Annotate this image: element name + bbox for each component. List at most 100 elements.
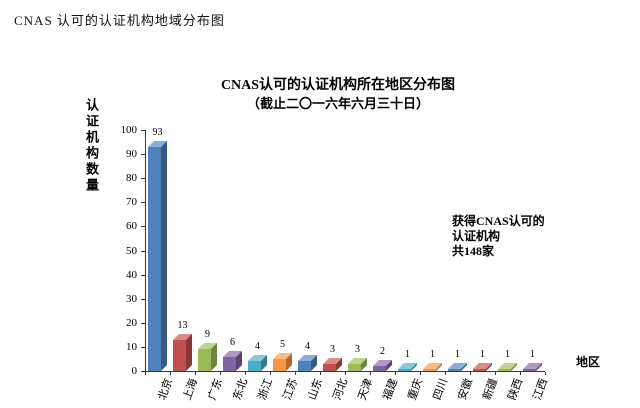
y-axis-tick-mark [141,275,145,276]
bar-side-face [511,363,517,371]
y-axis-tick-label: 30 [126,293,137,305]
bar-value-label: 4 [305,341,310,352]
bar-front-face [498,369,511,371]
x-axis-tick-mark [320,372,321,375]
y-axis-tick-mark [141,371,145,372]
bar-value-label: 5 [280,339,285,350]
y-axis-tick-mark [141,251,145,252]
bar [223,351,242,371]
bar-value-label: 4 [255,341,260,352]
bar-side-face [211,343,217,371]
bar [273,353,292,371]
x-axis-tick-mark [270,372,271,375]
bar-front-face [323,364,336,371]
page-heading: CNAS 认可的认证机构地域分布图 [14,13,225,28]
bar-top-face [398,363,417,369]
x-axis-tick-mark [345,372,346,375]
bar-top-face [448,363,467,369]
bar [398,363,417,371]
y-axis-tick-mark [141,323,145,324]
chart: CNAS认可的认证机构所在地区分布图 （截止二〇一六年六月三十日） 认证机构数量… [68,58,628,406]
bar-side-face [336,358,342,371]
x-axis-line [145,371,545,372]
bar-value-label: 9 [205,329,210,340]
chart-annotation: 获得CNAS认可的 认证机构 共148家 [452,214,582,259]
bar-top-face [423,363,442,369]
y-axis-tick-mark [141,154,145,155]
bar [323,358,342,371]
chart-plot: 0 10 20 30 40 50 60 70 80 90 100 93 北京 13 上海 9 广东 6 东北 4 浙江 5… [68,58,628,406]
bar [173,334,192,371]
bar-side-face [286,353,292,371]
x-axis-tick-mark [420,372,421,375]
y-axis-tick-label: 20 [126,317,137,329]
y-axis-tick-label: 50 [126,245,137,257]
bar-side-face [536,363,542,371]
bar-value-label: 1 [405,349,410,360]
bar-top-face [148,141,167,147]
bar-side-face [311,355,317,371]
x-axis-tick-mark [245,372,246,375]
chart-title: CNAS认可的认证机构所在地区分布图 [220,78,456,93]
annotation-line: 共148家 [452,244,495,258]
bar-side-face [261,355,267,371]
y-axis-tick-label: 0 [131,365,138,377]
bar-side-face [486,363,492,371]
bar-value-label: 6 [230,337,235,348]
bar-front-face [448,369,461,371]
bar-top-face [498,363,517,369]
x-axis-tick-mark [545,372,546,375]
x-axis-tick-mark [445,372,446,375]
bar-front-face [173,340,186,371]
y-axis-tick-label: 10 [126,341,137,353]
bar-top-face [248,355,267,361]
bar-side-face [361,358,367,371]
bar-front-face [398,369,411,371]
bar [423,363,442,371]
bar-front-face [148,147,161,371]
bar-value-label: 3 [330,344,335,355]
bar-top-face [523,363,542,369]
bar-top-face [298,355,317,361]
y-axis-tick-mark [141,226,145,227]
y-axis-line [145,130,146,372]
x-axis-tick-mark [220,372,221,375]
bar-top-face [323,358,342,364]
x-axis-tick-mark [195,372,196,375]
chart-subtitle: （截止二〇一六年六月三十日） [246,96,429,111]
bar-top-face [173,334,192,340]
bar-value-label: 1 [455,349,460,360]
bar-top-face [348,358,367,364]
bar [523,363,542,371]
x-axis-title: 地区 [576,355,601,369]
bar-side-face [236,351,242,371]
bar-top-face [473,363,492,369]
bar [448,363,467,371]
bar [498,363,517,371]
y-axis-tick-mark [141,347,145,348]
bar-value-label: 1 [530,349,535,360]
y-axis-tick-mark [141,299,145,300]
bar-front-face [473,369,486,371]
bar [348,358,367,371]
bar [298,355,317,371]
bar-side-face [386,360,392,371]
bar-side-face [411,363,417,371]
bar-front-face [273,359,286,371]
y-axis-tick-label: 60 [126,220,137,232]
bar-side-face [186,334,192,371]
bar-top-face [273,353,292,359]
x-axis-tick-mark [470,372,471,375]
y-axis-tick-label: 80 [126,172,137,184]
y-axis-tick-label: 40 [126,269,137,281]
bar-value-label: 1 [430,349,435,360]
bar [373,360,392,371]
y-axis-tick-label: 90 [126,148,137,160]
bar-top-face [373,360,392,366]
y-axis-tick-label: 100 [120,124,138,136]
annotation-line: 认证机构 [452,229,501,243]
bar-value-label: 3 [355,344,360,355]
x-axis-tick-mark [370,372,371,375]
x-axis-tick-mark [295,372,296,375]
bar-top-face [198,343,217,349]
